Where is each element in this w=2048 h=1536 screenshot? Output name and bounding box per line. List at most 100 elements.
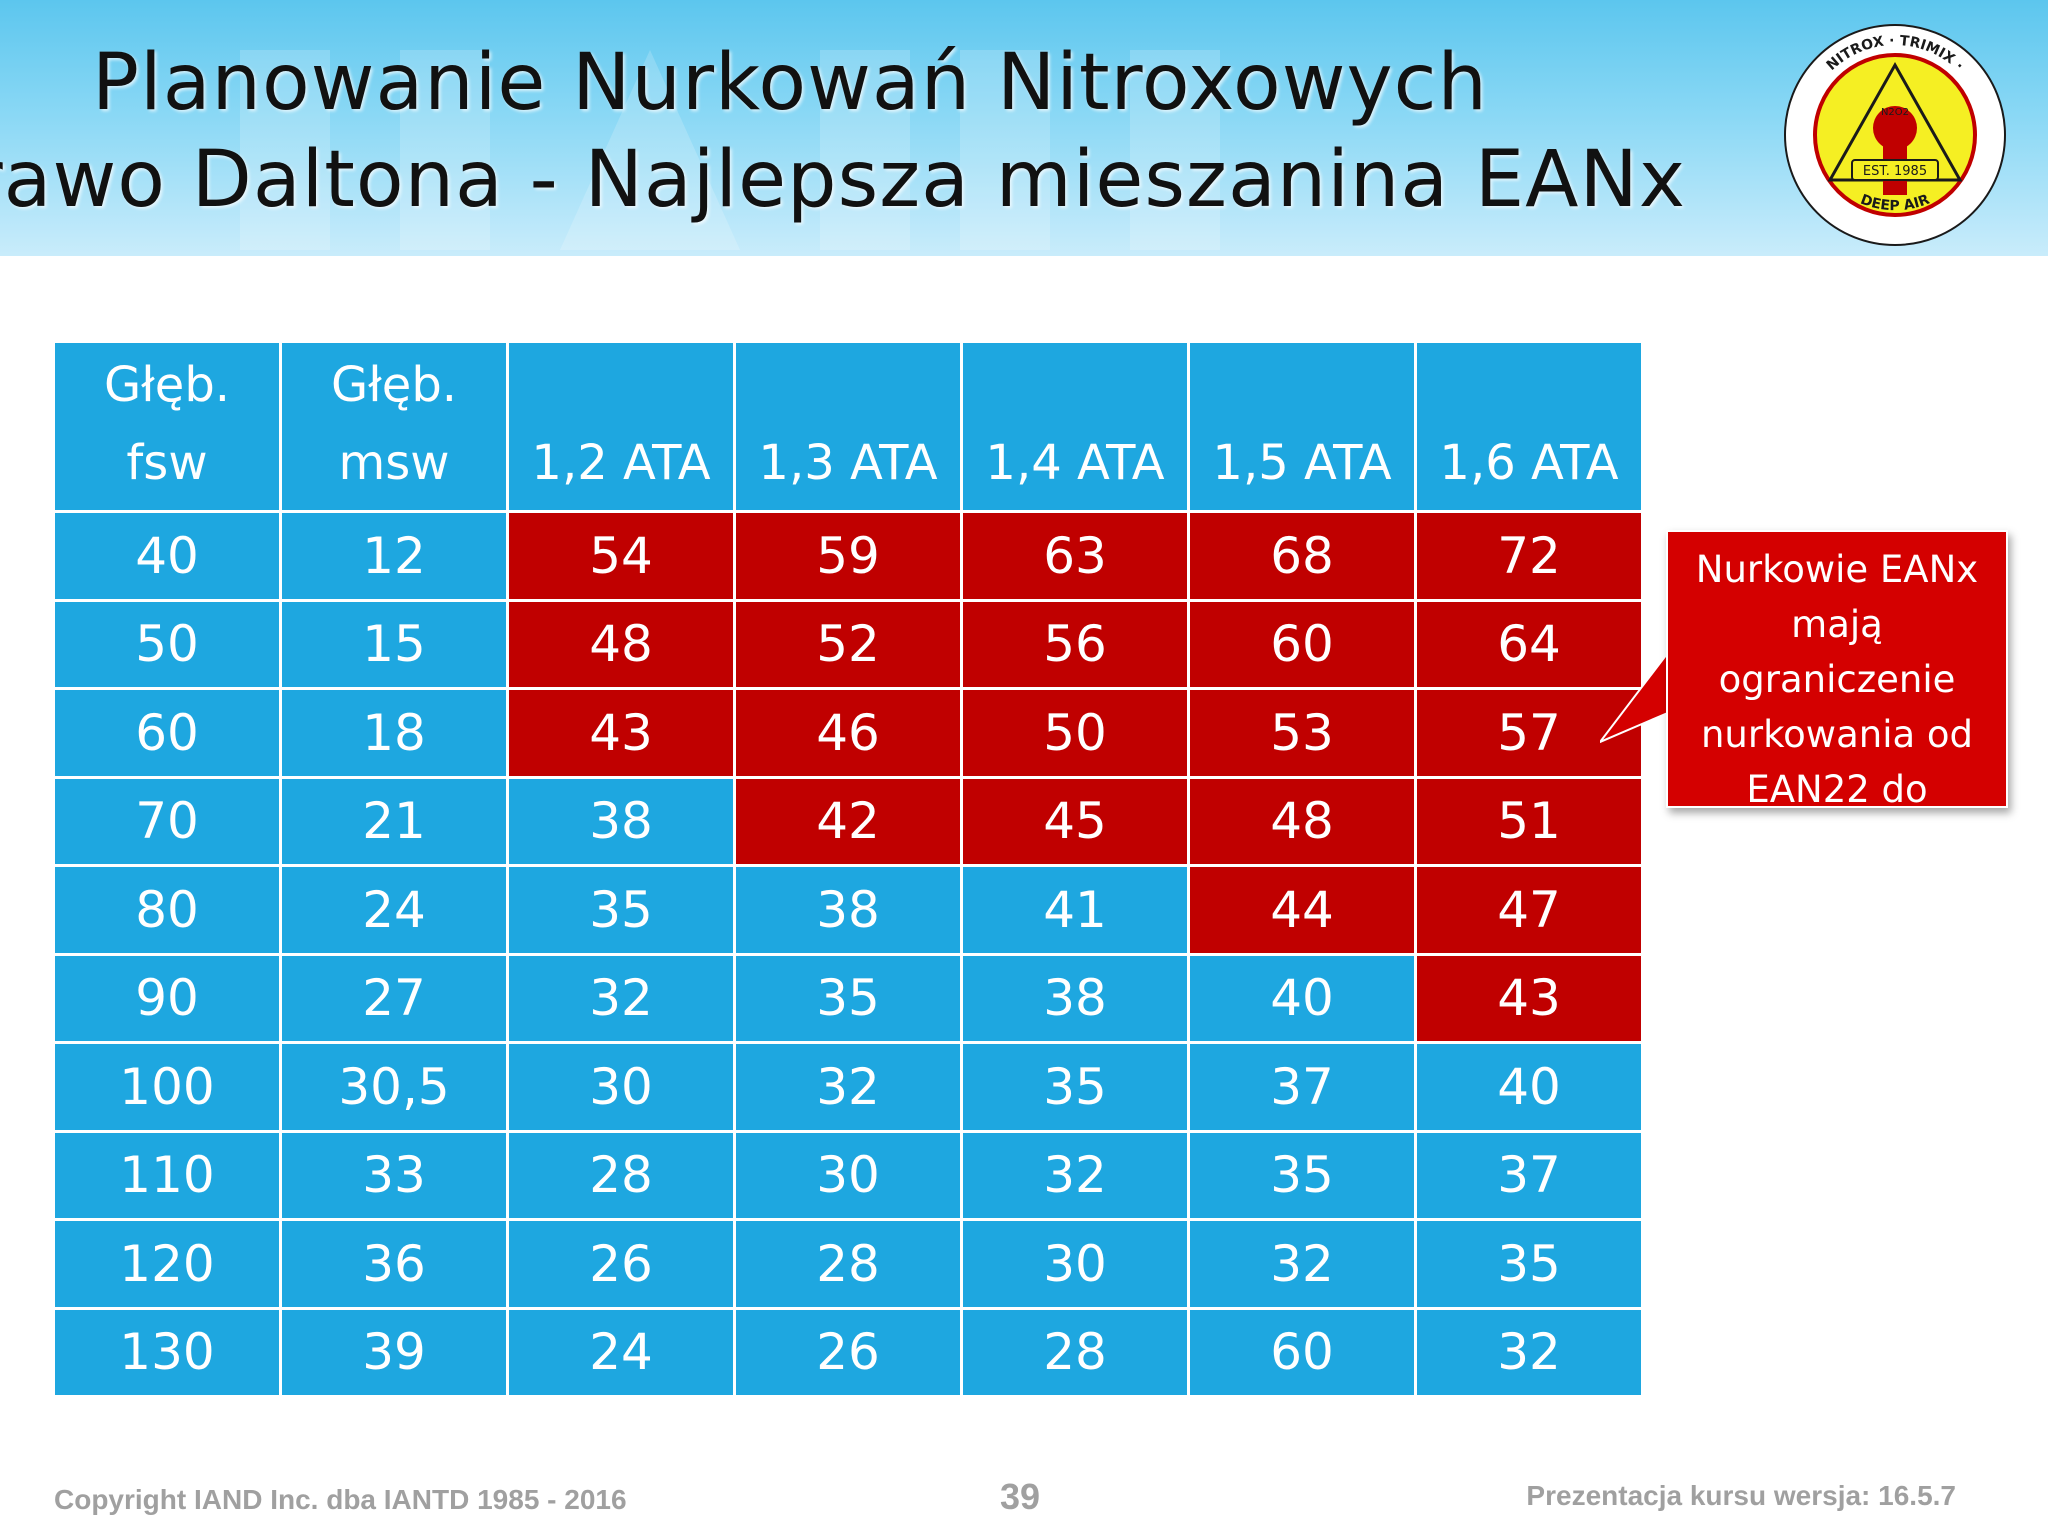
svg-text:DEEP AIR: DEEP AIR — [1858, 192, 1932, 215]
iantd-logo: EST. 1985 N2O2 NITROX · TRIMIX · DEEP AI… — [1784, 24, 2006, 246]
callout-line: EAN22 do — [1746, 768, 1928, 811]
table-cell: 28 — [733, 1218, 963, 1310]
table-cell: 30 — [733, 1129, 963, 1221]
table-cell: 38 — [506, 775, 736, 867]
table-cell: 28 — [506, 1129, 736, 1221]
table-cell: 35 — [1187, 1129, 1417, 1221]
column-header-line1 — [1190, 346, 1414, 424]
column-header-line1 — [963, 346, 1187, 424]
table-cell: 32 — [1187, 1218, 1417, 1310]
column-header: 1,3 ATA — [733, 340, 963, 513]
ead-table: Głęb. fsw Głęb. msw 1,2 ATA 1,3 ATA 1,4 ATA 1,5… — [52, 340, 1644, 1398]
column-header: Głęb. fsw — [52, 340, 282, 513]
table-cell: 46 — [733, 687, 963, 779]
table-cell: 36 — [279, 1218, 509, 1310]
column-header-line2: 1,4 ATA — [985, 435, 1165, 491]
column-header-line2: 1,2 ATA — [531, 435, 711, 491]
footer-copyright: Copyright IAND Inc. dba IANTD 1985 - 201… — [54, 1484, 627, 1515]
table-cell: 57 — [1414, 687, 1644, 779]
table-cell: 37 — [1187, 1041, 1417, 1133]
table-cell: 90 — [52, 952, 282, 1044]
table-cell: 32 — [506, 952, 736, 1044]
callout-line: Nurkowie EANx — [1695, 548, 1979, 591]
column-header-line2: 1,6 ATA — [1439, 435, 1619, 491]
table-cell: 110 — [52, 1129, 282, 1221]
slide-header: Planowanie Nurkowań Nitroxowych Prawo Da… — [0, 0, 2048, 256]
table-cell: 42 — [733, 775, 963, 867]
table-cell: 60 — [52, 687, 282, 779]
table-cell: 52 — [733, 598, 963, 690]
table-cell: 21 — [279, 775, 509, 867]
table-cell: 60 — [1187, 1306, 1417, 1398]
table-cell: 24 — [279, 864, 509, 956]
table-cell: 48 — [1187, 775, 1417, 867]
table-cell: 59 — [733, 510, 963, 602]
slide-title-line2: Prawo Daltona - Najlepsza mieszanina EAN… — [0, 135, 1687, 225]
table-cell: 30 — [960, 1218, 1190, 1310]
table-cell: 63 — [960, 510, 1190, 602]
header-watermark — [240, 50, 1220, 250]
table-cell: 44 — [1187, 864, 1417, 956]
column-header-line2: 1,3 ATA — [758, 435, 938, 491]
column-header-line1 — [509, 346, 733, 424]
callout-box: Nurkowie EANx mają ograniczenie nurkowania … — [1666, 530, 2008, 811]
table-cell: 50 — [960, 687, 1190, 779]
table-cell: 43 — [1414, 952, 1644, 1044]
table-cell: 12 — [279, 510, 509, 602]
table-cell: 38 — [733, 864, 963, 956]
column-header-line2: 1,5 ATA — [1212, 435, 1392, 491]
table-row: 110 33 28 30 32 35 37 — [52, 1129, 1644, 1221]
table-cell: 56 — [960, 598, 1190, 690]
table-cell: 38 — [960, 952, 1190, 1044]
table-row: 80 24 35 38 41 44 47 — [52, 864, 1644, 956]
table-cell: 24 — [506, 1306, 736, 1398]
table-cell: 40 — [1187, 952, 1417, 1044]
table-row: 70 21 38 42 45 48 51 — [52, 775, 1644, 867]
table-cell: 18 — [279, 687, 509, 779]
table-row: 100 30,5 30 32 35 37 40 — [52, 1041, 1644, 1133]
column-header-line1 — [736, 346, 960, 424]
table-cell: 40 — [1414, 1041, 1644, 1133]
table-cell: 35 — [733, 952, 963, 1044]
column-header: 1,4 ATA — [960, 340, 1190, 513]
page-number: 39 — [1000, 1476, 1041, 1517]
callout-line: mają — [1791, 603, 1883, 646]
table-header-row: Głęb. fsw Głęb. msw 1,2 ATA 1,3 ATA 1,4 ATA 1,5… — [52, 340, 1644, 513]
table-cell: 30,5 — [279, 1041, 509, 1133]
table-cell: 54 — [506, 510, 736, 602]
column-header-line1 — [1417, 346, 1641, 424]
table-cell: 26 — [506, 1218, 736, 1310]
column-header-line1: Głęb. — [103, 357, 231, 413]
table-cell: 43 — [506, 687, 736, 779]
column-header: 1,5 ATA — [1187, 340, 1417, 513]
table-cell: 64 — [1414, 598, 1644, 690]
table-cell: 32 — [733, 1041, 963, 1133]
table-cell: 100 — [52, 1041, 282, 1133]
callout-line: nurkowania od — [1700, 713, 1974, 756]
slide-title-line1: Planowanie Nurkowań Nitroxowych — [92, 38, 1488, 128]
table-cell: 120 — [52, 1218, 282, 1310]
table-cell: 47 — [1414, 864, 1644, 956]
table-cell: 80 — [52, 864, 282, 956]
table-cell: 35 — [960, 1041, 1190, 1133]
table-row: 40 12 54 59 63 68 72 — [52, 510, 1644, 602]
table-cell: 40 — [52, 510, 282, 602]
table-cell: 30 — [506, 1041, 736, 1133]
callout-line: ograniczenie — [1718, 658, 1956, 701]
table-cell: 130 — [52, 1306, 282, 1398]
table-cell: 32 — [960, 1129, 1190, 1221]
table-cell: 45 — [960, 775, 1190, 867]
table-row: 50 15 48 52 56 60 64 — [52, 598, 1644, 690]
table-cell: 37 — [1414, 1129, 1644, 1221]
table-cell: 53 — [1187, 687, 1417, 779]
table-row: 60 18 43 46 50 53 57 — [52, 687, 1644, 779]
column-header-line2: fsw — [126, 435, 208, 491]
table-row: 130 39 24 26 28 60 32 — [52, 1306, 1644, 1398]
table-cell: 33 — [279, 1129, 509, 1221]
column-header: Głęb. msw — [279, 340, 509, 513]
logo-formula: N2O2 — [1881, 107, 1909, 118]
logo-badge: EST. 1985 — [1863, 164, 1927, 179]
table-cell: 35 — [506, 864, 736, 956]
table-cell: 32 — [1414, 1306, 1644, 1398]
table-cell: 48 — [506, 598, 736, 690]
